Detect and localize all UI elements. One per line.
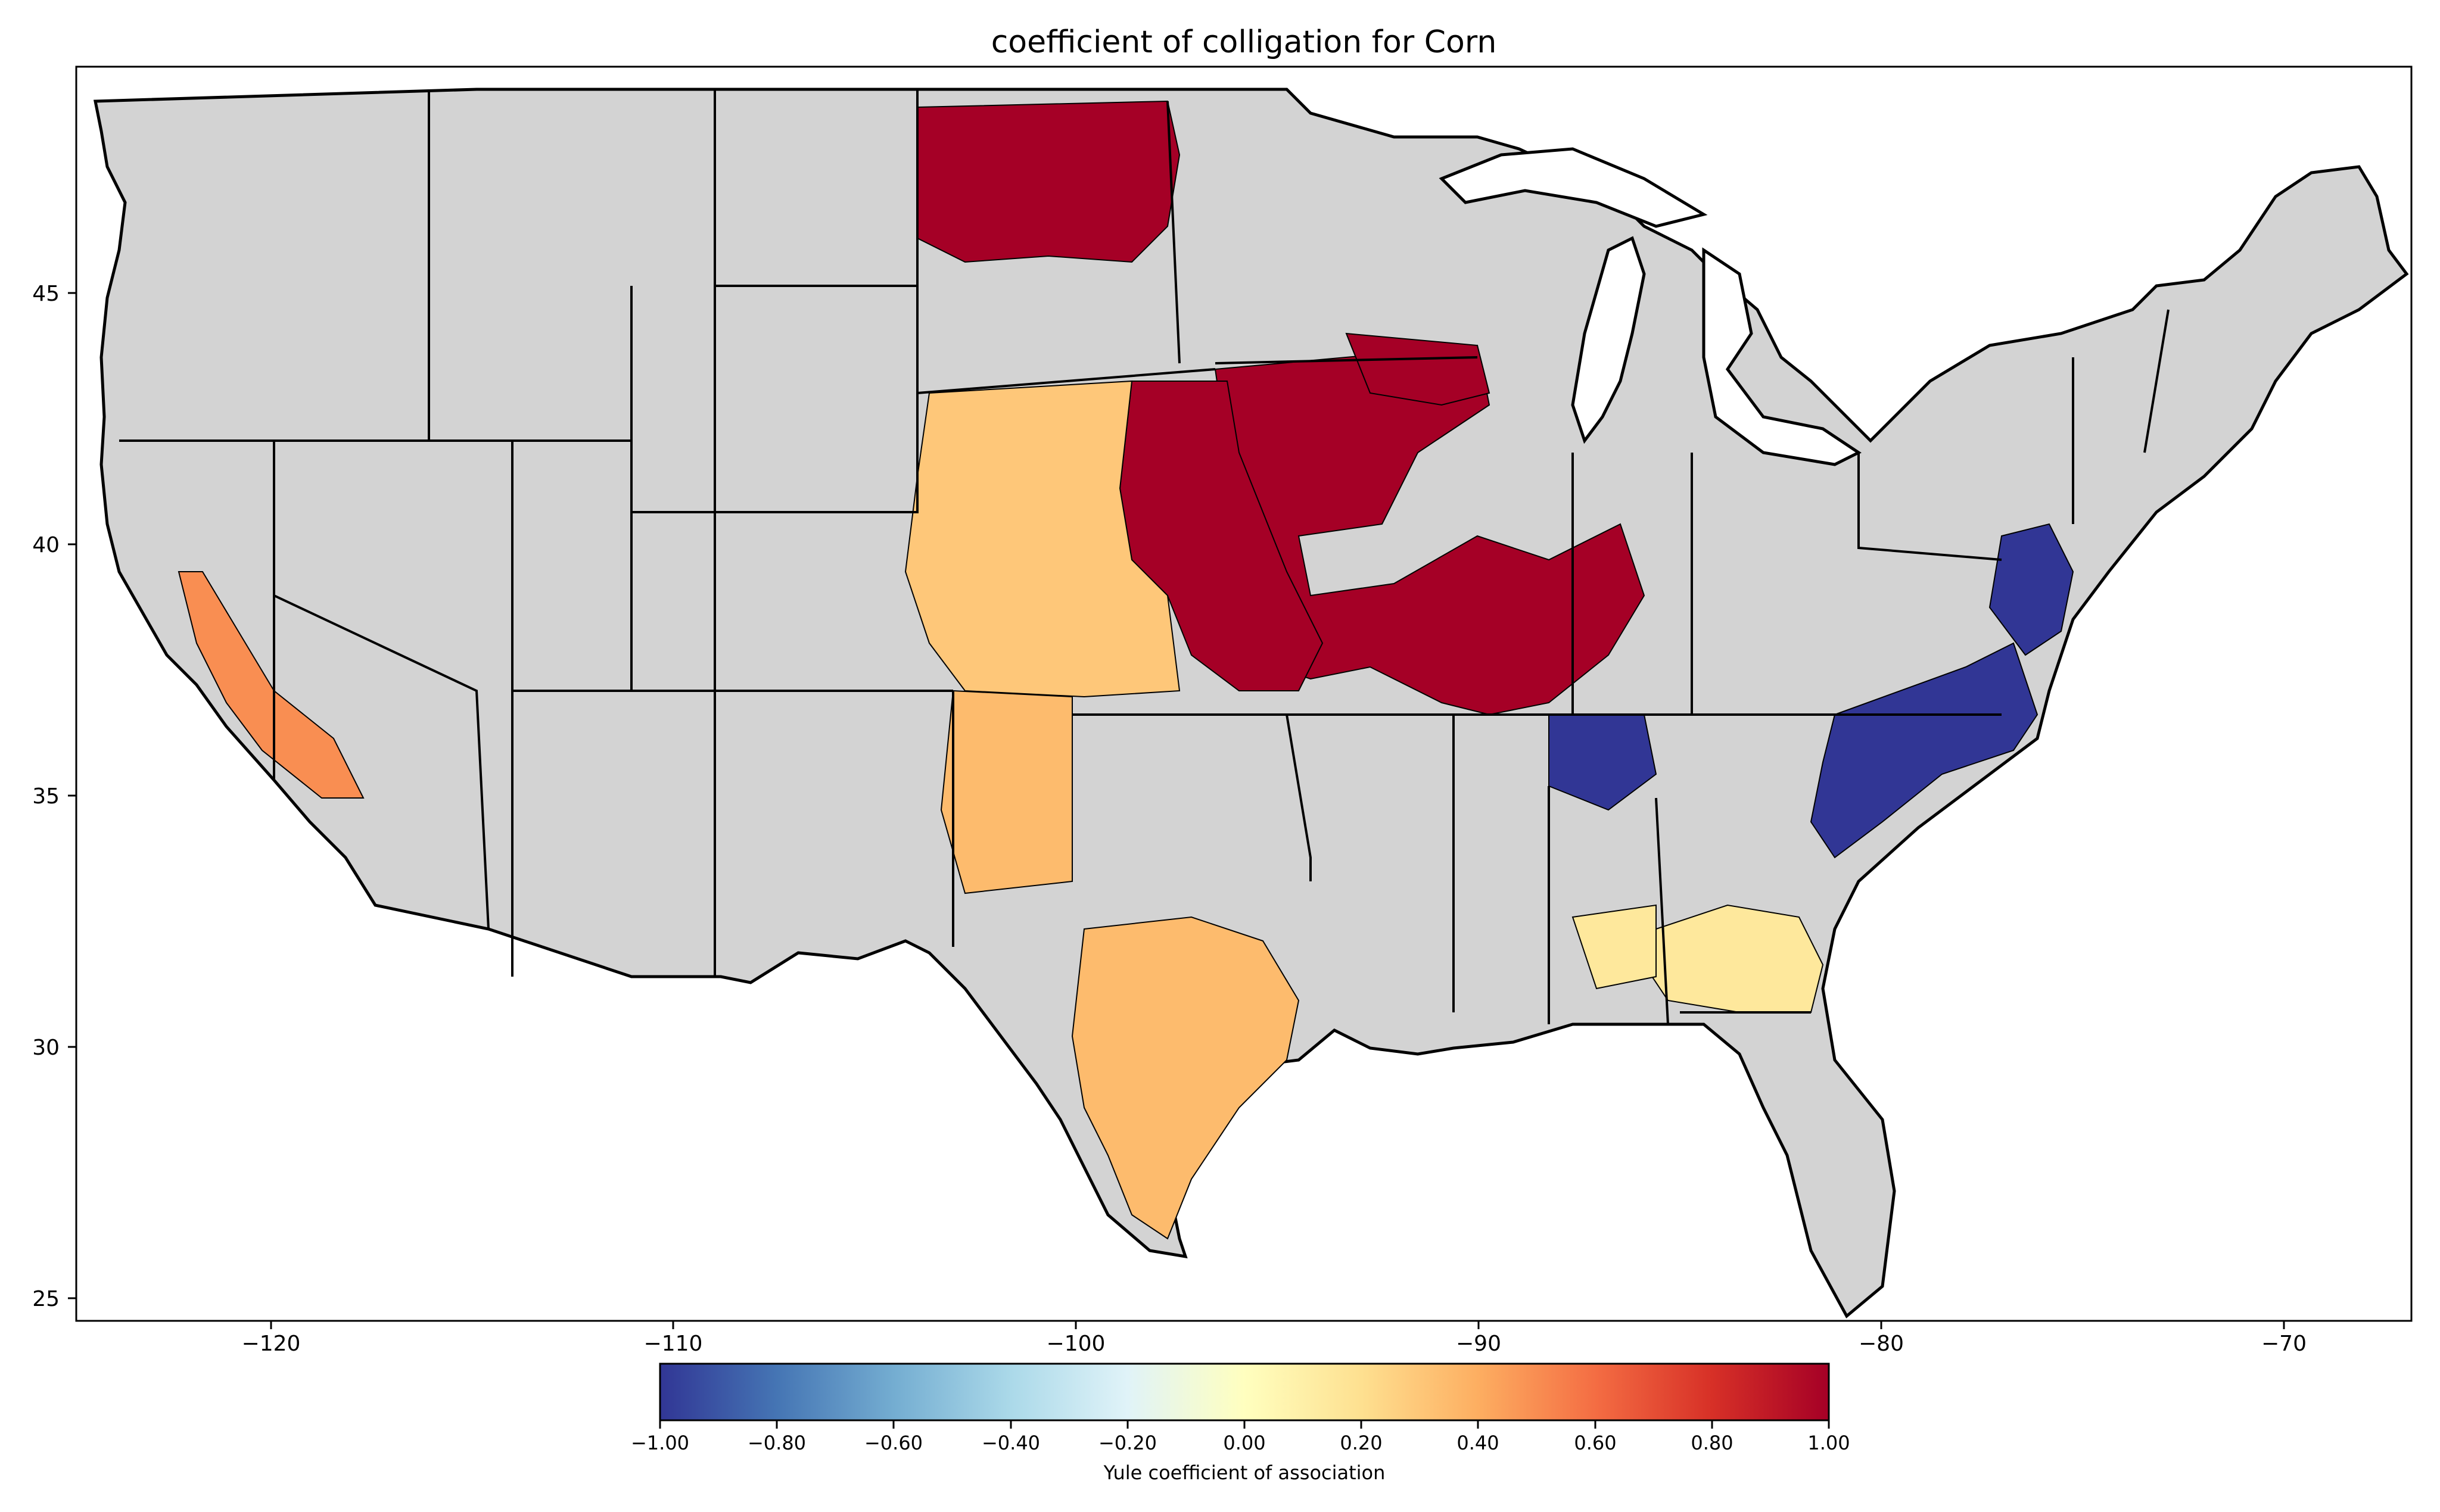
region-north-dakota xyxy=(917,100,1181,263)
colorbar-tick-label: −1.00 xyxy=(631,1432,689,1454)
colorbar-tick-label: 0.00 xyxy=(1223,1432,1265,1454)
region-maryland-delaware xyxy=(1988,523,2074,656)
map-layer xyxy=(93,88,2409,1318)
colorbar-tick-label: −0.20 xyxy=(1098,1432,1157,1454)
region-southern-georgia-patch xyxy=(1571,904,1657,990)
region-california-central-valley xyxy=(178,571,365,799)
y-axis xyxy=(68,292,76,1299)
lake-huron-erie xyxy=(1702,247,1862,466)
x-tick-label: −80 xyxy=(1859,1332,1904,1356)
x-tick-label: −90 xyxy=(1456,1332,1501,1356)
y-tick-label: 25 xyxy=(32,1287,60,1311)
colorbar-tick-label: −0.40 xyxy=(982,1432,1040,1454)
colorbar-tick-label: −0.80 xyxy=(748,1432,806,1454)
colorbar xyxy=(659,1363,1830,1421)
colorbar-tick-label: 0.20 xyxy=(1340,1432,1382,1454)
colorbar-tick-label: 0.40 xyxy=(1456,1432,1499,1454)
x-tick-label: −110 xyxy=(644,1332,703,1356)
colorbar-tick-label: 1.00 xyxy=(1807,1432,1850,1454)
region-virginia-north-carolina xyxy=(1810,642,2038,859)
axes-frame xyxy=(75,66,2413,1322)
us-outline xyxy=(93,88,2409,1318)
colorbar-label: Yule coefficient of association xyxy=(1103,1461,1386,1484)
x-tick-label: −120 xyxy=(242,1332,301,1356)
county-regions xyxy=(178,100,2074,1240)
region-corn-belt-patch xyxy=(1345,332,1490,406)
y-tick-label: 40 xyxy=(32,533,60,557)
colorbar-ticks xyxy=(659,1420,1830,1429)
colorbar-tick-label: −0.60 xyxy=(864,1432,923,1454)
lake-michigan xyxy=(1571,236,1646,444)
y-tick-label: 35 xyxy=(32,784,60,809)
chart-title: coefficient of colligation for Corn xyxy=(991,24,1497,60)
lake-superior xyxy=(1439,147,1708,228)
region-texas-central-patch xyxy=(940,690,1073,894)
region-kansas-western xyxy=(904,380,1181,698)
colorbar-tick-label: 0.80 xyxy=(1691,1432,1733,1454)
y-tick-label: 45 xyxy=(32,282,60,306)
colorbar-tick-label: 0.60 xyxy=(1574,1432,1616,1454)
x-tick-label: −100 xyxy=(1047,1332,1106,1356)
x-tick-label: −70 xyxy=(2261,1332,2307,1356)
y-tick-label: 30 xyxy=(32,1036,60,1060)
x-axis xyxy=(270,1321,2285,1329)
state-boundaries xyxy=(119,89,2170,1025)
region-texas-central xyxy=(1071,916,1300,1240)
